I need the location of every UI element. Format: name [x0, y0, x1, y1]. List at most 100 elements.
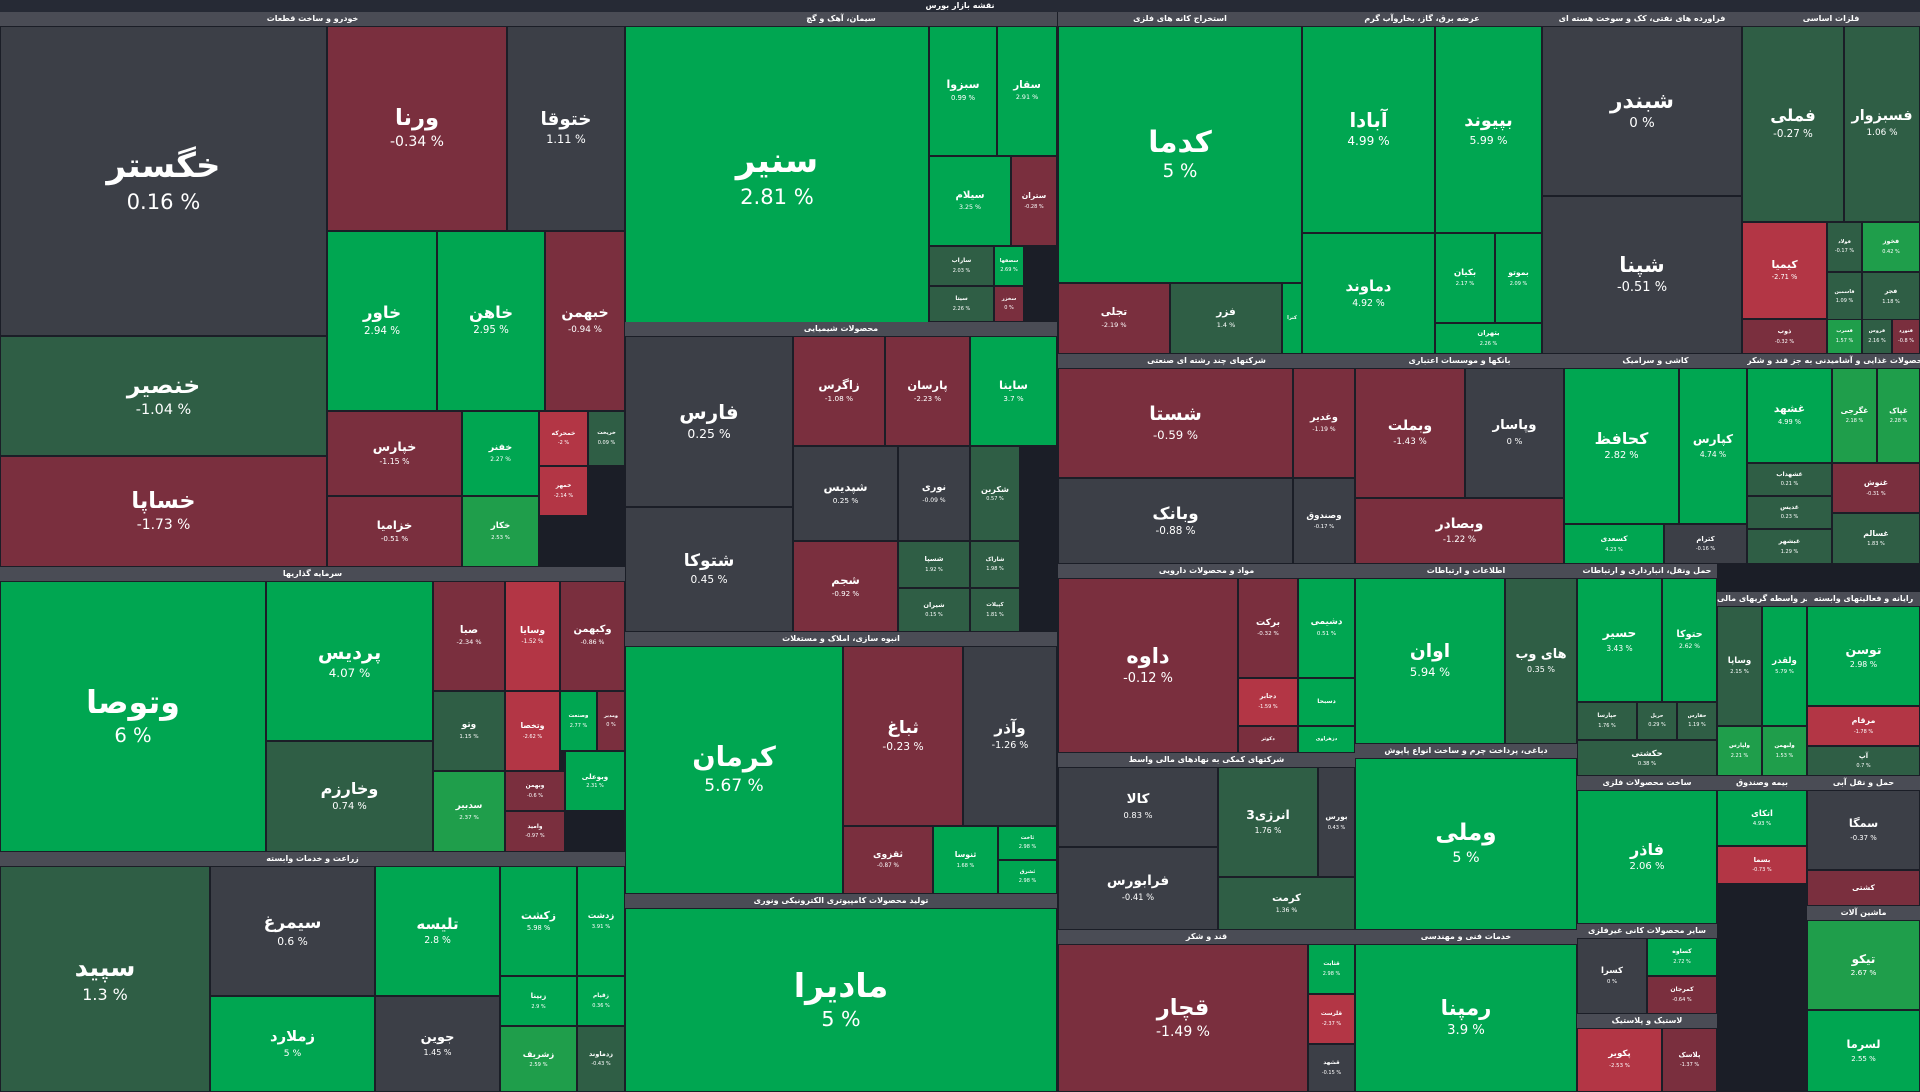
stock-tile[interactable]: کسعدی 4.23 %	[1564, 524, 1664, 564]
stock-tile[interactable]: کدما 5 %	[1058, 26, 1302, 283]
stock-tile[interactable]: بپیوند 5.99 %	[1435, 26, 1542, 233]
stock-tile[interactable]: خساپا -1.73 %	[0, 456, 327, 567]
stock-tile[interactable]: اتکای 4.93 %	[1717, 790, 1807, 846]
stock-tile[interactable]: ساینا 3.7 %	[970, 336, 1057, 446]
stock-tile[interactable]: غبشهر 1.29 %	[1747, 529, 1832, 564]
stock-tile[interactable]: کالا 0.83 %	[1058, 767, 1218, 847]
stock-tile[interactable]: برکت -0.32 %	[1238, 578, 1298, 678]
stock-tile[interactable]: زکشت 5.98 %	[500, 866, 577, 976]
stock-tile[interactable]: ختوقا 1.11 %	[507, 26, 625, 231]
stock-tile[interactable]: خزامیا -0.51 %	[327, 496, 462, 567]
stock-tile[interactable]: بتهران 2.26 %	[1435, 323, 1542, 354]
stock-tile[interactable]: وتخصا -2.62 %	[505, 691, 560, 771]
stock-tile[interactable]: سمگا -0.37 %	[1807, 790, 1920, 870]
stock-tile[interactable]: کمرجان -0.64 %	[1647, 976, 1717, 1014]
stock-tile[interactable]: خنصیر -1.04 %	[0, 336, 327, 456]
stock-tile[interactable]: ذوب -0.32 %	[1742, 319, 1827, 354]
stock-tile[interactable]: وصندوق -0.17 %	[1293, 478, 1355, 564]
stock-tile[interactable]: فرابورس -0.41 %	[1058, 847, 1218, 930]
stock-tile[interactable]: کساوه 2.72 %	[1647, 938, 1717, 976]
stock-tile[interactable]: پلاسک -1.37 %	[1662, 1028, 1717, 1092]
stock-tile[interactable]: فخوز 0.42 %	[1862, 222, 1920, 272]
stock-tile[interactable]: فملی -0.27 %	[1742, 26, 1844, 222]
stock-tile[interactable]: وکبهمن -0.86 %	[560, 581, 625, 691]
stock-tile[interactable]: بسما -0.73 %	[1717, 846, 1807, 884]
stock-tile[interactable]: حسیر 3.43 %	[1577, 578, 1662, 702]
stock-tile[interactable]: مادیرا 5 %	[625, 908, 1057, 1092]
stock-tile[interactable]: سیمرغ 0.6 %	[210, 866, 375, 996]
stock-tile[interactable]: ومدیر 0 %	[597, 691, 625, 751]
stock-tile[interactable]: نوری -0.09 %	[898, 446, 970, 541]
stock-tile[interactable]: خریخت 0.09 %	[588, 411, 625, 466]
stock-tile[interactable]: دسبحا	[1298, 678, 1355, 726]
stock-tile[interactable]: پردیس 4.07 %	[266, 581, 433, 741]
stock-tile[interactable]: شبندر 0 %	[1542, 26, 1742, 196]
stock-tile[interactable]: وتو 1.15 %	[433, 691, 505, 771]
stock-tile[interactable]: سخزر 0 %	[994, 286, 1024, 322]
stock-tile[interactable]: خبهمن -0.94 %	[545, 231, 625, 411]
stock-tile[interactable]: شستا -0.59 %	[1058, 368, 1293, 478]
stock-tile[interactable]: ثقزوی -0.87 %	[843, 826, 933, 894]
stock-tile[interactable]: خفنر 2.27 %	[462, 411, 539, 496]
stock-tile[interactable]: شپدیس 0.25 %	[793, 446, 898, 541]
stock-tile[interactable]: ثاخت 2.98 %	[998, 826, 1057, 860]
stock-tile[interactable]: بکیان 2.17 %	[1435, 233, 1495, 323]
stock-tile[interactable]: خگستر 0.16 %	[0, 26, 327, 336]
stock-tile[interactable]: قچار -1.49 %	[1058, 944, 1308, 1092]
stock-tile[interactable]: بورس 0.43 %	[1318, 767, 1355, 877]
stock-tile[interactable]: خمحرکه -2 %	[539, 411, 588, 466]
stock-tile[interactable]: کترام -0.16 %	[1664, 524, 1747, 564]
stock-tile[interactable]: پارسان -2.23 %	[885, 336, 970, 446]
stock-tile[interactable]: شاراک 1.98 %	[970, 541, 1020, 588]
stock-tile[interactable]: شسپا 1.92 %	[898, 541, 970, 588]
stock-tile[interactable]: سدبیر 2.37 %	[433, 771, 505, 852]
stock-tile[interactable]: سبزوا 0.99 %	[929, 26, 997, 156]
stock-tile[interactable]: های وب 0.35 %	[1505, 578, 1577, 744]
stock-tile[interactable]: کرمان 5.67 %	[625, 646, 843, 894]
stock-tile[interactable]: غشهداب 0.21 %	[1747, 463, 1832, 496]
stock-tile[interactable]: ورنا -0.34 %	[327, 26, 507, 231]
stock-tile[interactable]: فولاد -0.17 %	[1827, 222, 1862, 272]
stock-tile[interactable]: قشهد -0.15 %	[1308, 1044, 1355, 1092]
stock-tile[interactable]: جوین 1.45 %	[375, 996, 500, 1092]
stock-tile[interactable]: وبهمن -0.6 %	[505, 771, 565, 811]
stock-tile[interactable]: داوه -0.12 %	[1058, 578, 1238, 753]
stock-tile[interactable]: وامید -0.97 %	[505, 811, 565, 852]
stock-tile[interactable]: خکار 2.53 %	[462, 496, 539, 567]
stock-tile[interactable]: فروس 2.16 %	[1862, 319, 1892, 354]
stock-tile[interactable]: حریل 0.29 %	[1637, 702, 1677, 740]
stock-tile[interactable]: دکوثر	[1238, 726, 1298, 753]
stock-tile[interactable]: کرمت 1.36 %	[1218, 877, 1355, 930]
stock-tile[interactable]: خپارس -1.15 %	[327, 411, 462, 496]
stock-tile[interactable]: وپاسار 0 %	[1465, 368, 1564, 498]
stock-tile[interactable]: وسایا -1.52 %	[505, 581, 560, 691]
stock-tile[interactable]: قلرست -2.37 %	[1308, 994, 1355, 1044]
stock-tile[interactable]: بموتو 2.09 %	[1495, 233, 1542, 323]
stock-tile[interactable]: صبا -2.34 %	[433, 581, 505, 691]
stock-tile[interactable]: ثنوسا 1.68 %	[933, 826, 998, 894]
stock-tile[interactable]: زملارد 5 %	[210, 996, 375, 1092]
stock-tile[interactable]: کحافظ 2.82 %	[1564, 368, 1679, 524]
stock-tile[interactable]: زقیام 0.36 %	[577, 976, 625, 1026]
stock-tile[interactable]: دماوند 4.92 %	[1302, 233, 1435, 354]
stock-tile[interactable]: حتوکا 2.62 %	[1662, 578, 1717, 702]
stock-tile[interactable]: غسالم 1.83 %	[1832, 513, 1920, 564]
stock-tile[interactable]: سپید 1.3 %	[0, 866, 210, 1092]
stock-tile[interactable]: کپارس 4.74 %	[1679, 368, 1747, 524]
stock-tile[interactable]: زدماوند -0.43 %	[577, 1026, 625, 1092]
stock-tile[interactable]: کنرا	[1282, 283, 1302, 354]
stock-tile[interactable]: سیتا 2.26 %	[929, 286, 994, 322]
stock-tile[interactable]: فاسمین 1.09 %	[1827, 272, 1862, 322]
stock-tile[interactable]: مرقام -1.78 %	[1807, 706, 1920, 746]
stock-tile[interactable]: غگرجی 2.18 %	[1832, 368, 1877, 463]
stock-tile[interactable]: کپیلات 1.81 %	[970, 588, 1020, 632]
stock-tile[interactable]: حفارس 1.19 %	[1677, 702, 1717, 740]
stock-tile[interactable]: خاور 2.94 %	[327, 231, 437, 411]
stock-tile[interactable]: فنورد -0.8 %	[1892, 319, 1920, 354]
stock-tile[interactable]: فجر 1.18 %	[1862, 272, 1920, 322]
stock-tile[interactable]: وملی 5 %	[1355, 758, 1577, 930]
stock-tile[interactable]: شکربن 0.57 %	[970, 446, 1020, 541]
stock-tile[interactable]: ولقدر 5.79 %	[1762, 606, 1807, 726]
stock-tile[interactable]: شیران 0.15 %	[898, 588, 970, 632]
stock-tile[interactable]: سقار 2.91 %	[997, 26, 1057, 156]
